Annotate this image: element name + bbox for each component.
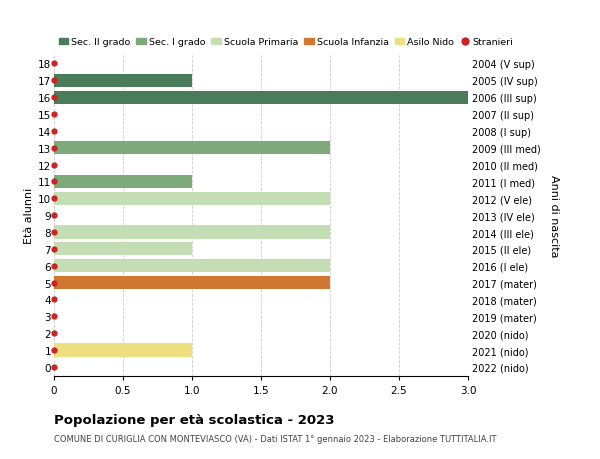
- Bar: [54, 276, 330, 290]
- Bar: [54, 192, 330, 206]
- Bar: [54, 142, 330, 155]
- Y-axis label: Anni di nascita: Anni di nascita: [549, 174, 559, 257]
- Bar: [54, 226, 330, 239]
- Text: Popolazione per età scolastica - 2023: Popolazione per età scolastica - 2023: [54, 413, 335, 426]
- Bar: [54, 260, 330, 273]
- Legend: Sec. II grado, Sec. I grado, Scuola Primaria, Scuola Infanzia, Asilo Nido, Stran: Sec. II grado, Sec. I grado, Scuola Prim…: [59, 38, 514, 47]
- Bar: [54, 91, 468, 105]
- Bar: [54, 243, 192, 256]
- Bar: [54, 75, 192, 88]
- Y-axis label: Età alunni: Età alunni: [24, 188, 34, 244]
- Bar: [54, 344, 192, 357]
- Text: COMUNE DI CURIGLIA CON MONTEVIASCO (VA) - Dati ISTAT 1° gennaio 2023 - Elaborazi: COMUNE DI CURIGLIA CON MONTEVIASCO (VA) …: [54, 434, 497, 443]
- Bar: [54, 175, 192, 189]
